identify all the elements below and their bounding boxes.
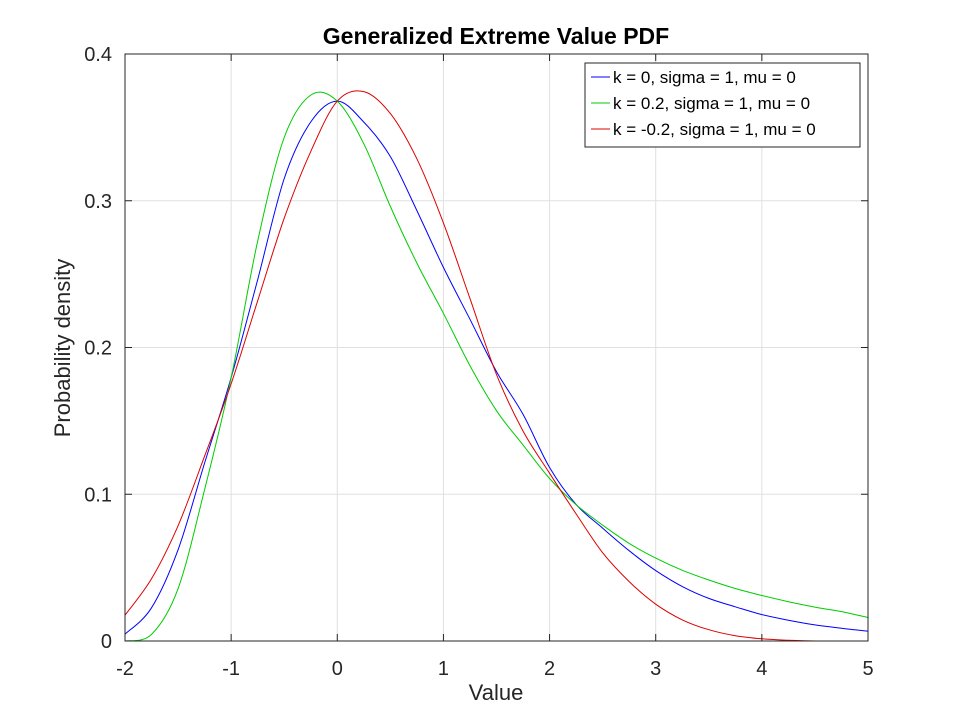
legend-label-3: k = -0.2, sigma = 1, mu = 0 bbox=[613, 120, 816, 139]
y-tick-label: 0.4 bbox=[84, 44, 112, 66]
y-tick-label: 0.3 bbox=[84, 191, 112, 213]
tick-labels: -2 -1 0 1 2 3 4 5 0 0.1 0.2 0.3 0.4 bbox=[84, 44, 873, 680]
y-tick-label: 0.1 bbox=[84, 484, 112, 506]
legend: k = 0, sigma = 1, mu = 0 k = 0.2, sigma =… bbox=[584, 62, 861, 148]
curves bbox=[124, 90, 869, 642]
x-tick-label: 5 bbox=[862, 658, 873, 680]
y-axis-label: Probability density bbox=[50, 259, 75, 438]
ticks bbox=[124, 53, 869, 642]
x-tick-label: 0 bbox=[332, 658, 343, 680]
series-line-2 bbox=[124, 91, 869, 642]
y-tick-label: 0 bbox=[101, 631, 112, 653]
x-tick-label: 1 bbox=[438, 658, 449, 680]
x-tick-label: 2 bbox=[544, 658, 555, 680]
x-tick-label: 4 bbox=[756, 658, 767, 680]
series-line-1 bbox=[124, 100, 869, 635]
y-tick-label: 0.2 bbox=[84, 338, 112, 360]
chart-title: Generalized Extreme Value PDF bbox=[323, 23, 669, 49]
legend-box bbox=[584, 62, 861, 148]
x-tick-label: -1 bbox=[222, 658, 240, 680]
x-axis-label: Value bbox=[469, 680, 524, 705]
x-tick-label: -2 bbox=[116, 658, 134, 680]
legend-label-2: k = 0.2, sigma = 1, mu = 0 bbox=[613, 94, 810, 113]
series-line-3 bbox=[124, 90, 868, 642]
x-tick-label: 3 bbox=[650, 658, 661, 680]
legend-label-1: k = 0, sigma = 1, mu = 0 bbox=[613, 68, 796, 87]
